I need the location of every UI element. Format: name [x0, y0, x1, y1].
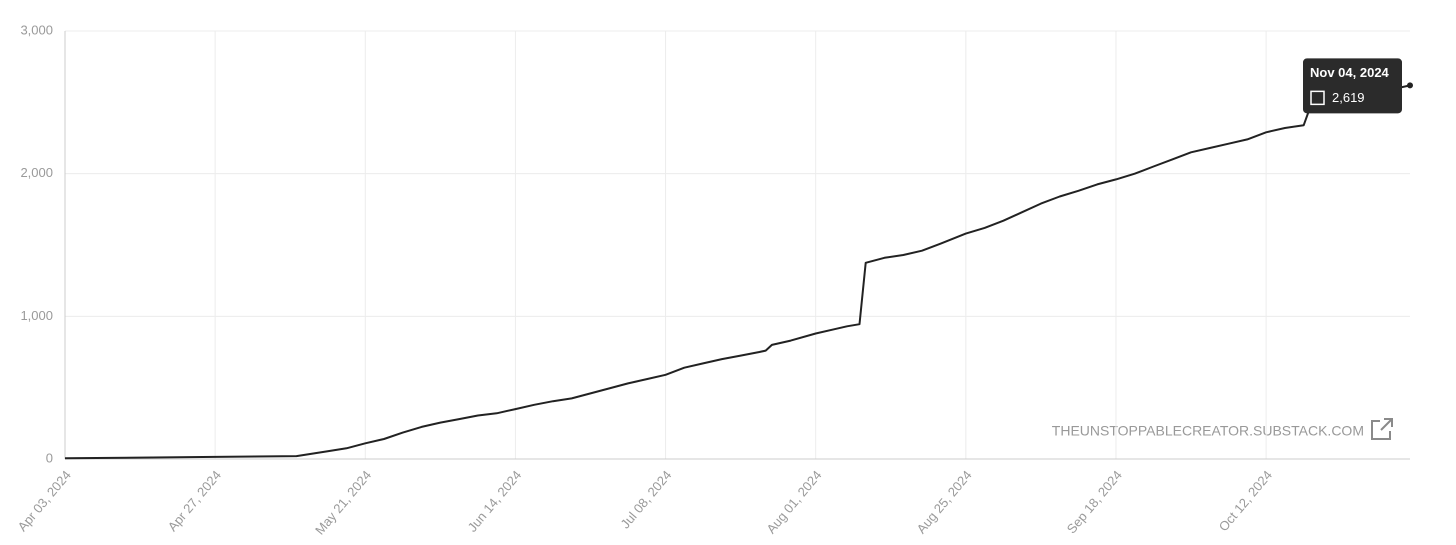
x-tick-label: May 21, 2024	[312, 467, 374, 537]
tooltip-box	[1303, 58, 1402, 114]
tooltip-swatch	[1310, 90, 1325, 106]
line-series	[64, 84, 1411, 460]
y-tick-label: 0	[46, 450, 53, 465]
y-tick-label: 3,000	[20, 22, 53, 37]
x-tick-label: Sep 18, 2024	[1064, 467, 1125, 536]
watermark: THEUNSTOPPABLECREATOR.SUBSTACK.COM	[1052, 423, 1364, 439]
x-tick-label: Oct 12, 2024	[1216, 467, 1275, 534]
tooltip: Nov 04, 2024 2,619	[1303, 58, 1402, 114]
x-tick-label: Jun 14, 2024	[465, 467, 525, 534]
tooltip-value: 2,619	[1332, 90, 1365, 105]
y-tick-label: 2,000	[20, 165, 53, 180]
x-tick-label: Jul 08, 2024	[617, 467, 674, 531]
x-tick-label: Apr 27, 2024	[165, 467, 224, 534]
tooltip-title: Nov 04, 2024	[1310, 65, 1390, 80]
y-tick-label: 1,000	[20, 308, 53, 323]
x-tick-label: Apr 03, 2024	[15, 467, 74, 534]
hover-point	[1407, 82, 1413, 89]
x-tick-label: Aug 01, 2024	[763, 467, 824, 536]
x-tick-label: Aug 25, 2024	[914, 467, 975, 536]
external-link-icon[interactable]	[1371, 418, 1393, 440]
